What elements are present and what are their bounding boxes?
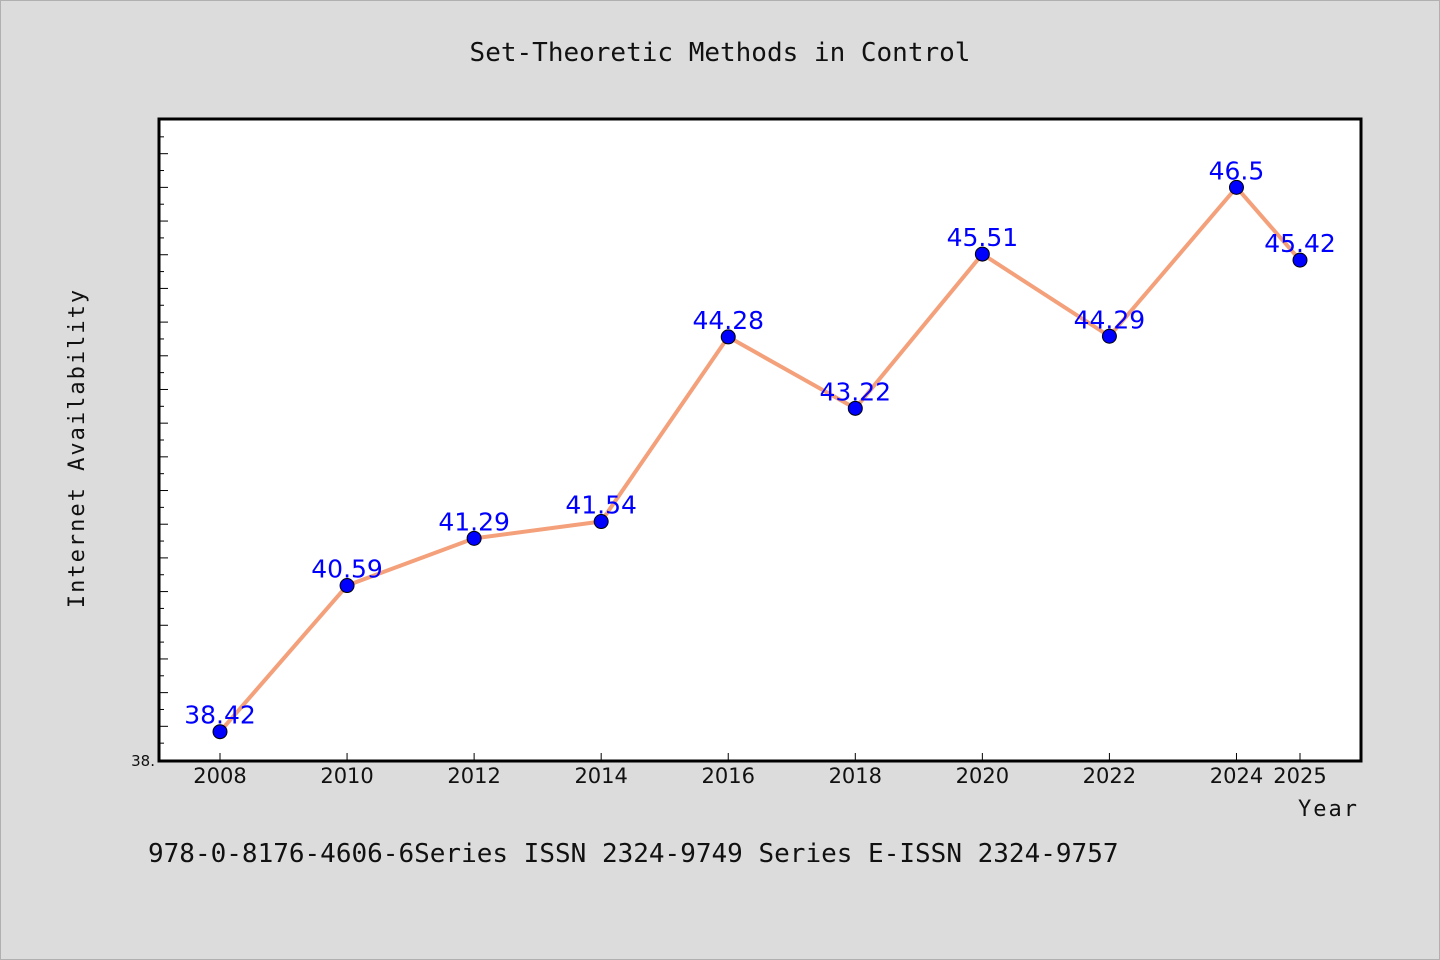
data-point	[1228, 179, 1244, 195]
x-tick-label: 2024	[1210, 764, 1263, 788]
x-tick-label: 2022	[1083, 764, 1136, 788]
data-point	[466, 530, 482, 546]
data-point	[847, 400, 863, 416]
data-label: 46.5	[1209, 156, 1265, 185]
x-axis-label: Year	[1298, 797, 1359, 822]
data-label: 40.59	[311, 555, 383, 584]
data-point	[720, 329, 736, 345]
series-line	[218, 185, 1302, 734]
x-tick-label: 2016	[702, 764, 755, 788]
series-internet-availability	[212, 179, 1308, 740]
y-axis-label: Internet Availability	[65, 288, 90, 608]
data-point	[1292, 252, 1308, 268]
data-point	[1101, 328, 1117, 344]
x-tick-label: 2020	[956, 764, 1009, 788]
data-point	[974, 246, 990, 262]
data-label: 38.42	[184, 701, 256, 730]
data-label: 43.22	[820, 377, 892, 406]
data-point	[212, 724, 228, 740]
x-tick-label: 2008	[193, 764, 246, 788]
data-point	[593, 514, 609, 530]
y-axis-ticks	[160, 136, 168, 744]
x-tick-label: 2010	[320, 764, 373, 788]
data-label: 45.51	[947, 223, 1019, 252]
data-point	[339, 578, 355, 594]
data-labels: 38.42 40.59 41.29 41.54 44.28 43.22 45.51 44.29…	[184, 156, 1336, 729]
x-tick-label: 2018	[829, 764, 882, 788]
x-axis-ticks: 2008 2010 2012 2014 2016 2018 2020 2022 2024 2025	[193, 753, 1327, 788]
data-label: 41.54	[565, 491, 637, 520]
plot-area	[157, 117, 1363, 763]
data-label: 41.29	[438, 507, 510, 536]
chart-title: Set-Theoretic Methods in Control	[470, 38, 971, 68]
footer-isbn-text: 978-0-8176-4606-6Series ISSN 2324-9749 S…	[148, 839, 1119, 869]
x-tick-label: 2025	[1273, 764, 1326, 788]
y-tick-label: 38.	[131, 752, 155, 770]
data-label: 44.28	[692, 306, 764, 335]
x-tick-label: 2012	[447, 764, 500, 788]
data-label: 44.29	[1074, 305, 1146, 334]
x-tick-label: 2014	[574, 764, 627, 788]
data-label: 45.42	[1264, 229, 1336, 258]
